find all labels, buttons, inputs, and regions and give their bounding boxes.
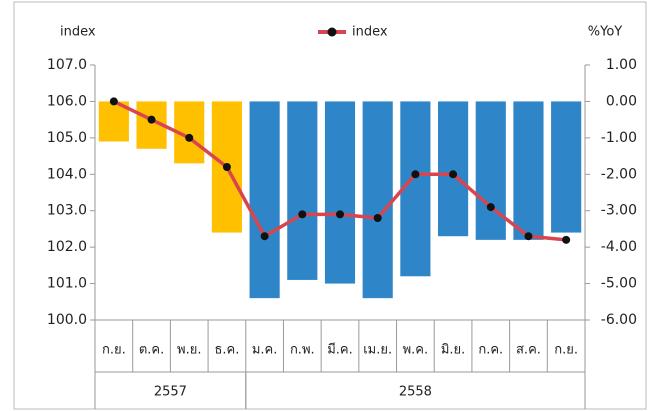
x-tick-label: พ.ย. <box>177 343 201 358</box>
y-tick-label: 104.0 <box>47 166 87 182</box>
bar <box>438 101 469 237</box>
line-marker <box>373 214 382 222</box>
bar <box>362 101 393 299</box>
bar <box>400 101 431 277</box>
x-tick-label: ธ.ค. <box>214 343 239 358</box>
y2-tick-label: -4.00 <box>601 239 637 255</box>
bar <box>475 101 506 240</box>
y-tick-label: 100.0 <box>47 312 87 328</box>
y2-tick-label: -2.00 <box>601 166 637 182</box>
x-tick-label: ม.ค. <box>252 343 278 358</box>
line-marker <box>486 203 495 212</box>
y2-tick-label: 0.00 <box>606 93 637 109</box>
bar <box>249 101 280 299</box>
y-tick-label: 102.0 <box>47 239 87 255</box>
y2-tick-label: -5.00 <box>601 276 637 292</box>
x-tick-label: ก.ค. <box>478 343 503 358</box>
bar <box>287 101 318 280</box>
bar <box>324 101 356 284</box>
chart-border <box>13 1 647 410</box>
x-tick-label: เม.ย. <box>363 343 392 358</box>
x-tick-label: มิ.ย. <box>441 343 465 358</box>
x-tick-label: มี.ค. <box>327 342 353 358</box>
y-tick-label: 101.0 <box>47 276 87 292</box>
y2-tick-label: 1.00 <box>606 57 637 73</box>
line-marker <box>411 170 420 179</box>
y-tick-label: 103.0 <box>47 203 87 219</box>
bar <box>513 101 544 240</box>
y-tick-label: 105.0 <box>47 130 87 146</box>
group-label: 2557 <box>154 385 187 400</box>
x-tick-label: ต.ค. <box>139 343 164 358</box>
y2-tick-label: -6.00 <box>601 312 637 328</box>
line-marker <box>185 133 194 142</box>
y-tick-label: 107.0 <box>47 57 87 73</box>
line-marker <box>562 235 571 244</box>
y2-tick-label: -1.00 <box>601 130 637 146</box>
x-tick-label: ส.ค. <box>516 343 541 358</box>
bar <box>551 101 582 233</box>
line-marker <box>147 115 156 124</box>
legend-label: index <box>352 25 388 40</box>
x-tick-label: ก.ย. <box>102 343 126 358</box>
y2-tick-label: -3.00 <box>601 203 637 219</box>
line-marker <box>260 232 269 241</box>
x-tick-label: ก.พ. <box>290 343 315 358</box>
x-tick-label: พ.ค. <box>403 343 429 358</box>
x-tick-label: ก.ย. <box>554 343 578 358</box>
y-tick-label: 106.0 <box>47 93 87 109</box>
line-marker <box>298 210 307 219</box>
legend-marker <box>327 27 337 37</box>
y-axis-label: index <box>60 25 96 40</box>
line-marker <box>222 163 231 171</box>
group-label: 2558 <box>399 385 432 400</box>
line-marker <box>524 232 533 241</box>
line-marker <box>336 210 344 219</box>
line-marker <box>109 97 118 106</box>
line-marker <box>449 170 458 179</box>
y2-axis-label: %YoY <box>588 25 623 40</box>
